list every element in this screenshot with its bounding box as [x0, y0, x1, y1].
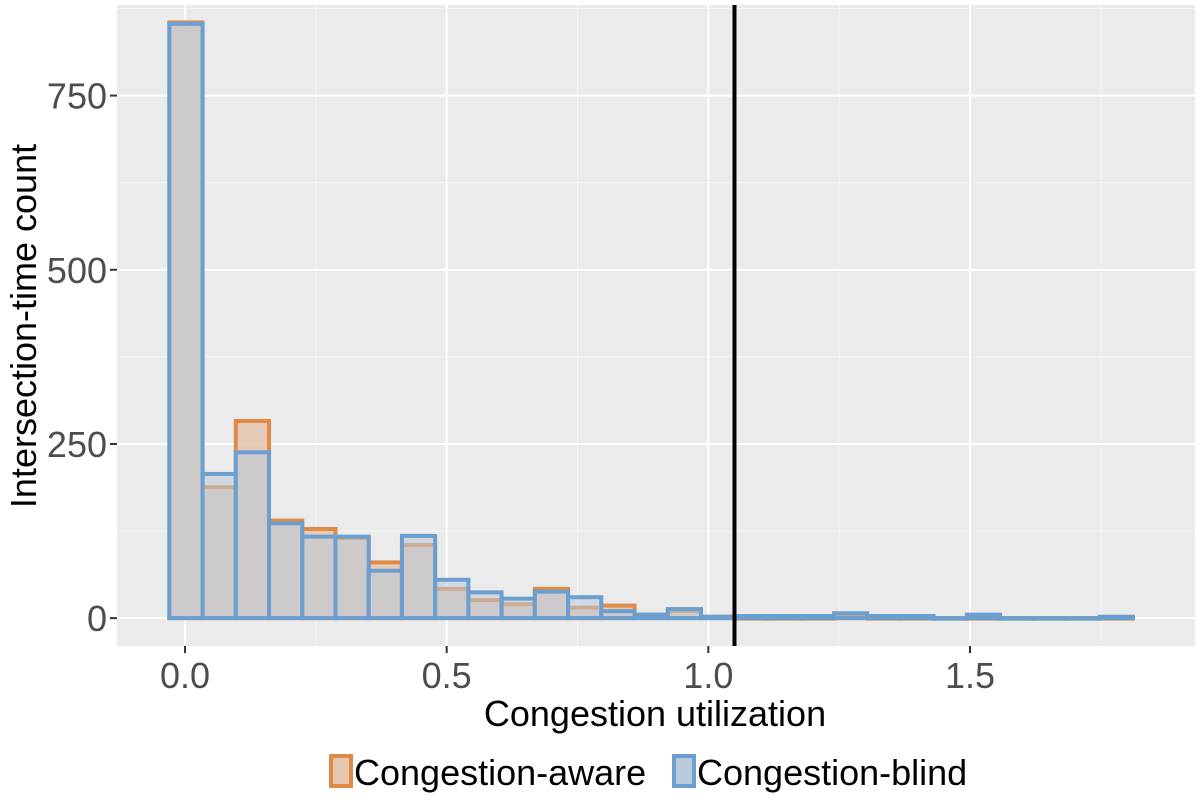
x-axis-ticks: 0.0 0.5 1.0 1.5	[160, 646, 995, 696]
congestion-blind-bar-22	[898, 614, 936, 621]
congestion-blind-bar-23	[931, 616, 969, 621]
congestion-blind-bar-25	[998, 616, 1036, 621]
legend-label-congestion-blind: Congestion-blind	[697, 752, 967, 793]
congestion-blind-bar-16	[699, 614, 737, 621]
congestion-blind-bar-14	[632, 612, 670, 621]
legend-label-congestion-aware: Congestion-aware	[354, 752, 646, 793]
x-axis-title: Congestion utilization	[484, 693, 826, 734]
congestion-blind-bar-6	[366, 568, 404, 621]
congestion-blind-bar-27	[1064, 616, 1102, 621]
y-tick-label: 750	[47, 76, 107, 117]
y-axis-ticks: 0 250 500 750	[47, 76, 117, 639]
congestion-blind-bar-4	[300, 534, 338, 621]
congestion-blind-bar-28	[1097, 614, 1135, 621]
congestion-blind-bar-8	[433, 577, 471, 621]
congestion-blind-bar-20	[831, 611, 870, 621]
x-tick-label: 1.5	[945, 655, 995, 696]
congestion-blind-bar-2	[233, 450, 272, 621]
y-tick-label: 250	[47, 424, 107, 465]
congestion-blind-bar-1	[200, 471, 238, 621]
x-tick-label: 0.5	[422, 655, 472, 696]
congestion-blind-bar-19	[798, 614, 836, 621]
congestion-blind-bar-3	[267, 521, 305, 621]
y-axis-title: Intersection-time count	[3, 144, 44, 508]
x-tick-label: 1.0	[683, 655, 733, 696]
congestion-blind-bar-0	[167, 21, 205, 621]
congestion-blind-bar-10	[499, 596, 537, 621]
congestion-blind-bar-15	[665, 607, 704, 621]
congestion-blind-bar-26	[1031, 616, 1069, 621]
x-tick-label: 0.0	[160, 655, 210, 696]
congestion-blind-bar-5	[333, 534, 371, 621]
congestion-blind-bar-9	[466, 590, 504, 621]
congestion-blind-bar-24	[964, 612, 1003, 621]
congestion-blind-bar-13	[599, 609, 637, 621]
congestion-blind-bar-11	[532, 589, 571, 621]
legend: Congestion-aware Congestion-blind	[329, 752, 967, 793]
y-tick-label: 0	[87, 598, 107, 639]
congestion-blind-bar-17	[732, 614, 770, 621]
congestion-blind-bar-7	[399, 533, 438, 621]
bars-congestion-blind	[167, 21, 1135, 621]
congestion-blind-bar-21	[865, 614, 903, 621]
congestion-blind-bar-18	[765, 614, 803, 621]
y-tick-label: 500	[47, 250, 107, 291]
legend-key-congestion-aware	[329, 754, 353, 788]
congestion-blind-bar-12	[566, 595, 604, 621]
legend-key-congestion-blind	[672, 754, 696, 788]
